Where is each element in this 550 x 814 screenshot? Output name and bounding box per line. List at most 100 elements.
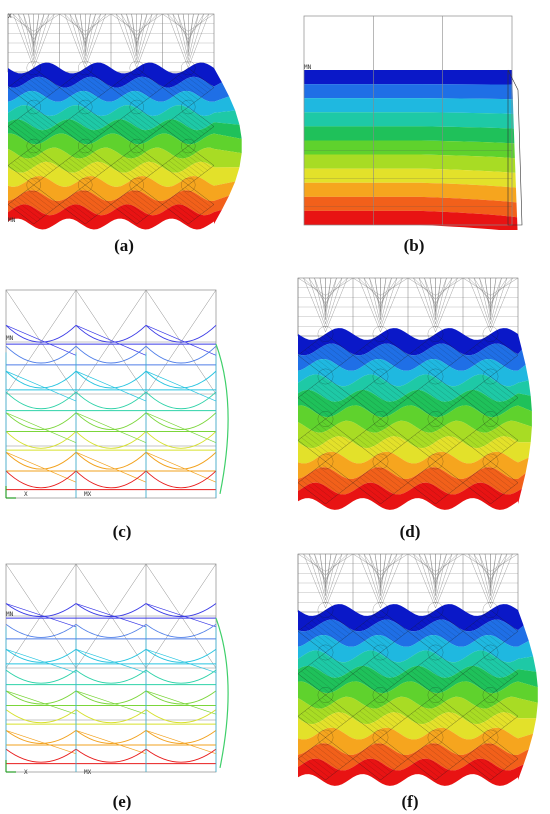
colored-member <box>145 370 217 389</box>
hatch-line <box>473 623 501 645</box>
mesh-line <box>490 277 513 333</box>
hatch-line <box>78 189 105 210</box>
hatch-line <box>20 116 47 137</box>
min-label: MN <box>6 335 14 342</box>
hatch-line <box>308 389 336 412</box>
contour-band <box>298 389 532 418</box>
colored-member <box>75 391 147 410</box>
hatch-line <box>165 123 192 144</box>
hatch-line <box>315 341 343 364</box>
contour-band <box>298 328 522 356</box>
contour-band <box>298 619 529 647</box>
hatch-line <box>418 708 446 730</box>
hatch-line <box>301 437 330 459</box>
panel-b: MN <box>302 14 524 230</box>
hatch-line <box>366 620 395 642</box>
hatch-line <box>356 437 385 459</box>
contour-band <box>298 359 529 387</box>
mesh-line <box>479 553 491 600</box>
hatch-line <box>120 197 147 217</box>
mesh-line <box>490 553 513 576</box>
mesh-line <box>85 13 91 56</box>
mesh-line <box>490 277 508 328</box>
hatch-line <box>469 434 498 457</box>
contour-band <box>304 182 517 203</box>
node-ring <box>317 411 334 427</box>
contour-band <box>298 712 537 740</box>
hatch-line <box>359 434 388 457</box>
contour-band <box>304 140 515 159</box>
node-ring <box>427 368 444 385</box>
hatch-line <box>480 745 508 767</box>
hatch-line <box>414 477 443 499</box>
hatch-line <box>321 336 350 359</box>
mesh-line <box>308 277 326 328</box>
colored-member <box>75 370 147 389</box>
hatch-line <box>425 702 453 725</box>
hatch-line <box>318 466 347 489</box>
hatch-line <box>17 158 44 178</box>
diagonal <box>75 563 147 669</box>
colored-member <box>75 603 147 628</box>
hatch-line <box>486 421 515 444</box>
node-ring <box>26 60 41 76</box>
colored-member <box>75 325 147 343</box>
mesh-line <box>188 13 209 36</box>
hatch-line <box>466 713 495 735</box>
hatch-line <box>127 192 153 212</box>
hatch-line <box>178 114 205 134</box>
hatch-line <box>133 148 160 169</box>
hatch-line <box>130 111 157 132</box>
hatch-line <box>11 123 38 144</box>
colored-member <box>5 470 77 489</box>
mesh-line <box>325 553 343 604</box>
node-ring <box>129 177 144 193</box>
hatch-line <box>184 109 211 130</box>
hatch-line <box>466 394 495 417</box>
hatch-line <box>78 111 105 132</box>
colored-member <box>75 370 147 402</box>
mesh-line <box>126 13 137 60</box>
mesh-line <box>358 277 381 300</box>
contour-band <box>8 204 222 230</box>
mesh-line <box>468 277 491 333</box>
hatch-line <box>363 432 391 454</box>
hatch-line <box>480 617 508 640</box>
mesh-line <box>33 13 45 44</box>
frame <box>303 15 513 226</box>
mesh-line <box>303 277 326 333</box>
hatch-line <box>466 670 495 693</box>
hatch-line <box>425 341 453 364</box>
max-label: MX <box>84 769 92 776</box>
contour-band <box>298 420 532 449</box>
panel-b-figure: MN <box>303 15 523 230</box>
node-ring <box>129 99 144 115</box>
hatch-line <box>308 708 336 730</box>
mesh-line <box>121 13 137 64</box>
hatch-line <box>425 660 453 682</box>
hatch-line <box>20 194 47 215</box>
mesh-line <box>314 553 326 600</box>
contour-bands <box>298 604 538 786</box>
colored-member <box>75 730 147 744</box>
hatch-line <box>469 668 498 690</box>
hatch-line <box>27 189 54 210</box>
node-ring <box>78 99 93 115</box>
mesh-line <box>380 553 398 604</box>
mesh-line <box>131 13 137 56</box>
hatch-line <box>486 612 515 635</box>
mesh-line <box>188 13 199 44</box>
colored-member <box>75 709 147 724</box>
mesh-line <box>429 553 436 588</box>
hatch-line <box>308 623 336 645</box>
colored-member <box>5 345 77 364</box>
mesh-line <box>319 553 326 588</box>
hatch-line <box>363 750 391 773</box>
mesh-line <box>33 13 40 56</box>
hatch-line <box>480 341 508 364</box>
hatch-line <box>304 477 333 499</box>
colored-member <box>145 345 217 364</box>
cell-outline <box>462 461 519 505</box>
hatch-line <box>301 479 330 502</box>
hatch-line <box>304 625 333 648</box>
